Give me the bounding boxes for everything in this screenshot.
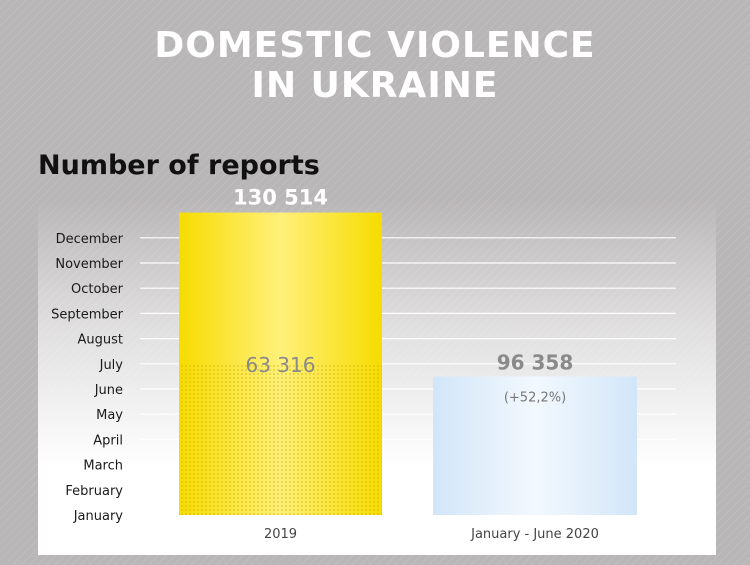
y-tick-label: September: [51, 307, 124, 322]
x-tick-label: January - June 2020: [470, 527, 599, 542]
bar-2020-h1: [433, 376, 637, 515]
y-tick-label: April: [93, 433, 123, 448]
page-title: DOMESTIC VIOLENCE IN UKRAINE: [0, 26, 750, 106]
value-label-2019: 130 514: [233, 186, 328, 210]
segment-label-2019-h1: 63 316: [246, 353, 316, 377]
y-tick-label: December: [56, 232, 124, 247]
y-tick-label: January: [73, 509, 124, 524]
title-line-2: IN UKRAINE: [251, 65, 499, 106]
y-tick-label: March: [83, 459, 123, 474]
bar-2019-segment-h1: [179, 363, 382, 515]
y-tick-label: August: [78, 333, 124, 348]
change-annotation: (+52,2%): [504, 390, 566, 405]
y-tick-label: November: [55, 257, 123, 272]
chart-title: Number of reports: [38, 150, 320, 181]
y-tick-label: October: [71, 282, 124, 297]
title-line-1: DOMESTIC VIOLENCE: [154, 25, 596, 66]
y-tick-label: June: [94, 383, 123, 398]
y-tick-label: May: [96, 408, 123, 423]
x-tick-label: 2019: [264, 527, 297, 542]
value-label-2020-h1: 96 358: [497, 350, 574, 374]
y-tick-label: July: [99, 358, 124, 373]
y-tick-label: February: [65, 484, 123, 499]
